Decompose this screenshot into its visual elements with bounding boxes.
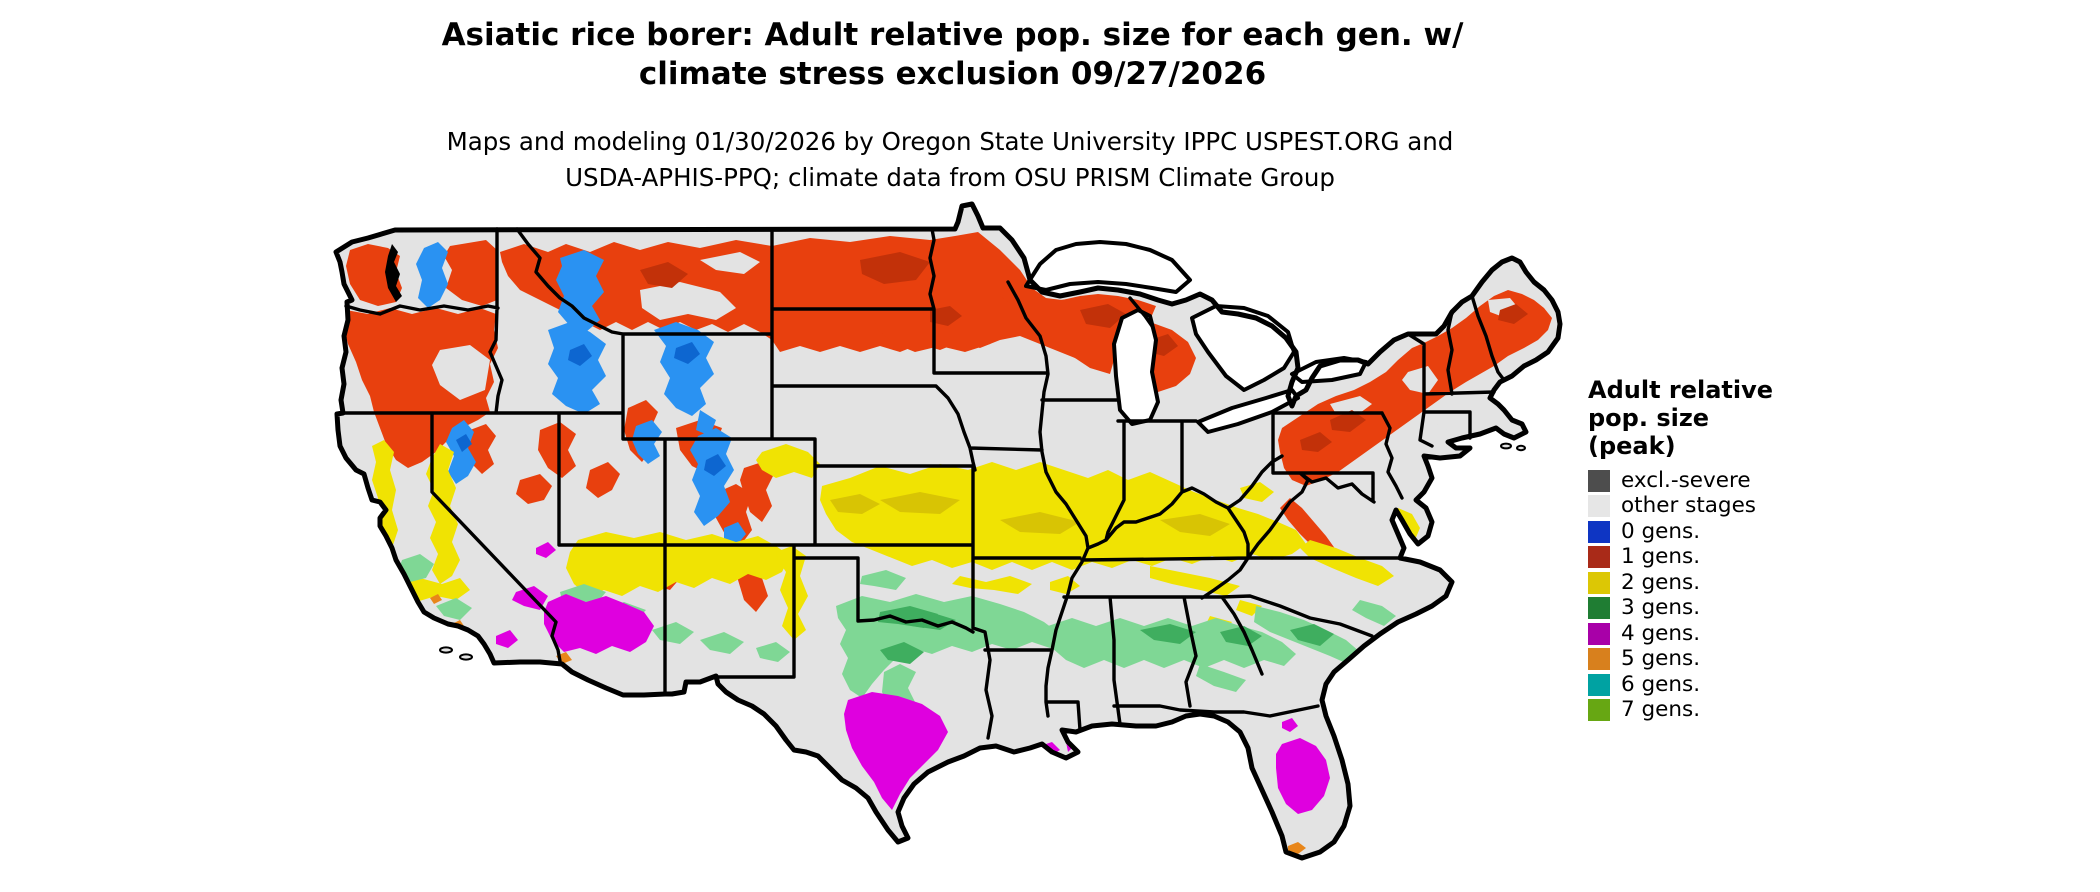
puget-sound [385,244,402,302]
legend-title-line2: pop. size [1588,404,1710,432]
figure-subtitle: Maps and modeling 01/30/2026 by Oregon S… [0,124,1900,196]
zone-0-gens-dark [456,342,726,476]
legend-item: 4 gens. [1588,621,1858,647]
legend-title: Adult relative pop. size (peak) [1588,376,1858,460]
legend-swatch [1588,571,1610,594]
legend-swatch [1588,469,1610,492]
legend-item: other stages [1588,494,1858,520]
legend-swatch [1588,495,1610,518]
figure-subtitle-line1: Maps and modeling 01/30/2026 by Oregon S… [446,127,1454,156]
legend-swatch [1588,520,1610,543]
legend-title-line3: (peak) [1588,432,1676,460]
legend-item: 0 gens. [1588,519,1858,545]
state-borders [341,227,1506,740]
other-stages-holes [432,252,1520,430]
legend-item: 5 gens. [1588,647,1858,673]
legend-item: 3 gens. [1588,596,1858,622]
legend-item: excl.-severe [1588,468,1858,494]
legend-item-label: other stages [1621,493,1756,519]
legend-item-label: 3 gens. [1621,595,1701,621]
legend-swatch [1588,597,1610,620]
figure-title-line2: climate stress exclusion 09/27/2026 [638,56,1267,92]
lake-michigan [1112,308,1160,426]
legend-items: excl.-severe other stages 0 gens. 1 gens. 2 … [1588,468,1858,723]
lake-erie [1196,388,1300,434]
zone-2-gens-dark [830,492,1230,536]
lake-superior [1024,240,1192,294]
legend-item-label: 5 gens. [1621,646,1701,672]
legend-item: 1 gens. [1588,545,1858,571]
legend-swatch [1588,699,1610,722]
figure-title: Asiatic rice borer: Adult relative pop. … [0,16,1905,94]
legend-swatch [1588,546,1610,569]
legend-item-label: 1 gens. [1621,544,1701,570]
zone-0-gens [416,242,746,546]
figure-title-line1: Asiatic rice borer: Adult relative pop. … [441,17,1464,53]
conus-outline [333,201,1563,861]
legend-swatch [1588,622,1610,645]
figure-subtitle-line2: USDA-APHIS-PPQ; climate data from OSU PR… [565,163,1335,192]
legend-item-label: 2 gens. [1621,569,1701,595]
legend-item-label: excl.-severe [1621,467,1751,493]
us-map [333,201,1563,861]
legend-item-label: 6 gens. [1621,671,1701,697]
legend-title-line1: Adult relative [1588,376,1774,404]
legend: Adult relative pop. size (peak) excl.-se… [1588,376,1858,723]
legend-item: 2 gens. [1588,570,1858,596]
legend-item-label: 7 gens. [1621,697,1701,723]
zone-1-gens-dark [640,252,1528,452]
legend-swatch [1588,648,1610,671]
legend-item-label: 4 gens. [1621,620,1701,646]
offshore-islands [439,442,1526,661]
legend-swatch [1588,673,1610,696]
zone-4-gens [496,542,1330,814]
legend-item: 6 gens. [1588,672,1858,698]
generation-zones [344,232,1552,854]
legend-item-label: 0 gens. [1621,518,1701,544]
legend-item: 7 gens. [1588,698,1858,724]
